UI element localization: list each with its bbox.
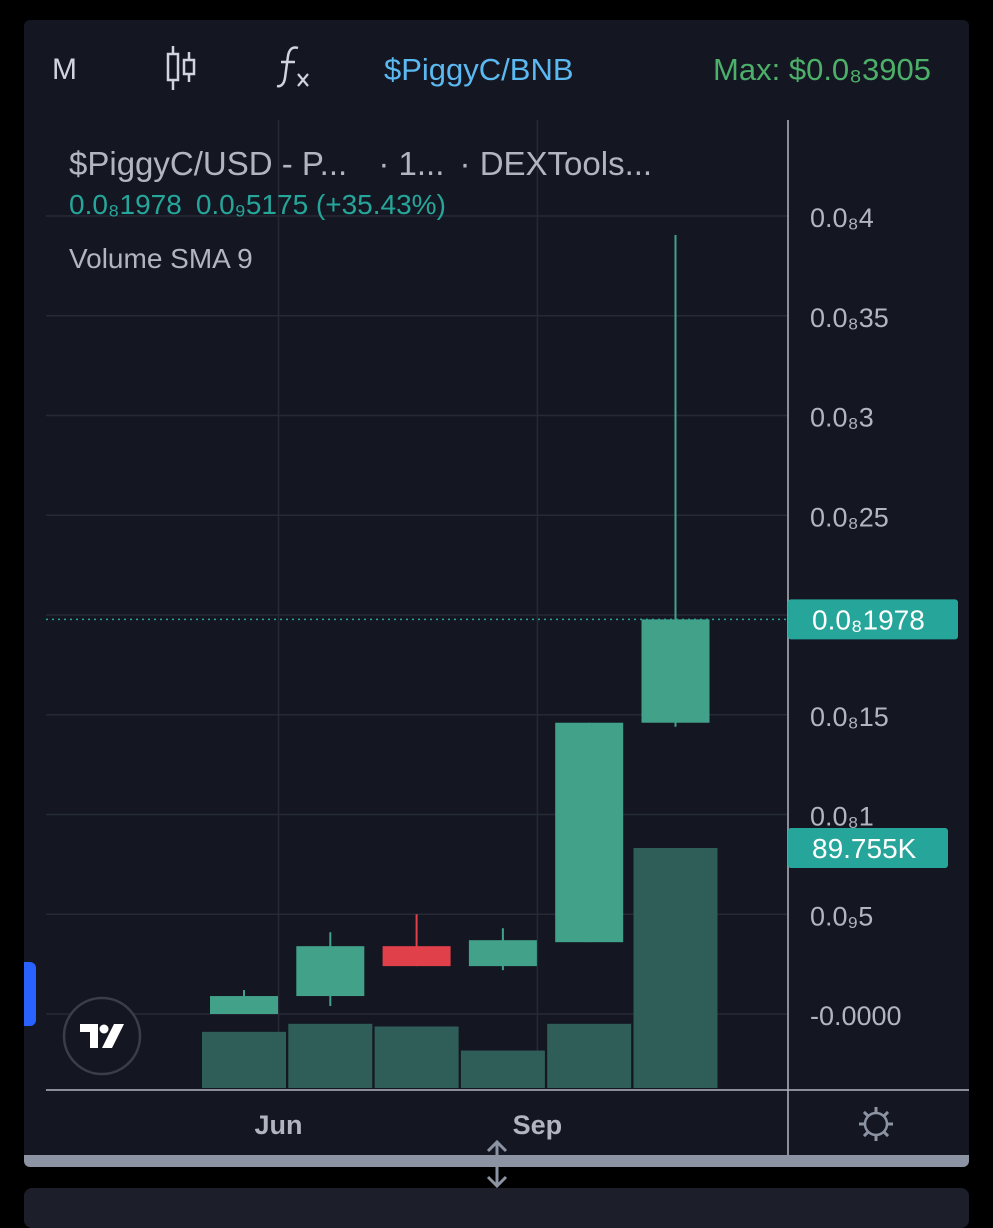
candle-body	[210, 996, 278, 1014]
y-tick-label: 0.0₈4	[810, 203, 874, 233]
legend-interval: · 1...	[378, 145, 445, 182]
candle-body	[555, 722, 624, 943]
chart-panel: M $PiggyC/BNB Max: $0.0₈3905 0.0₈4 0.0₈35…	[24, 20, 969, 1165]
last-price-tag	[788, 599, 958, 640]
legend-change: 0.0₉5175 (+35.43%)	[195, 189, 446, 220]
y-tick-label: 0.0₉5	[810, 901, 873, 931]
chart-legend: $PiggyC/USD - P... · 1... · DEXTools... …	[69, 145, 789, 275]
legend-title[interactable]: $PiggyC/USD - P... · 1... · DEXTools...	[69, 145, 789, 183]
volume-indicator-label[interactable]: Volume SMA 9	[69, 243, 253, 274]
y-tick-label: 0.0₈3	[810, 403, 874, 433]
interval-button[interactable]: M	[52, 53, 77, 86]
resize-handle-icon[interactable]	[484, 1138, 510, 1190]
volume-bar	[633, 848, 718, 1088]
volume-bar	[202, 1031, 286, 1088]
legend-values: 0.0₈1978 0.0₉5175 (+35.43%)	[69, 189, 789, 221]
pair-selector[interactable]: $PiggyC/BNB	[384, 52, 574, 87]
settings-gear-icon[interactable]	[859, 1107, 893, 1141]
last-price-label: 0.0₈1978	[812, 604, 925, 635]
volume-bar	[460, 1050, 545, 1088]
candle-body	[468, 940, 537, 967]
volume-bar	[288, 1023, 373, 1088]
volume-value-label: 89.755K	[812, 833, 917, 864]
side-panel-tab[interactable]	[24, 962, 36, 1026]
y-tick-label: 0.0₈25	[810, 502, 889, 532]
candle-body	[382, 946, 451, 967]
bottom-panel	[24, 1188, 969, 1228]
x-tick-label: Sep	[513, 1110, 563, 1140]
candlestick-icon[interactable]	[164, 44, 198, 92]
tradingview-logo-icon[interactable]	[62, 996, 142, 1076]
volume-tag	[788, 828, 948, 868]
indicators-fx-icon[interactable]	[274, 42, 314, 92]
candle-body	[641, 619, 710, 723]
chart-toolbar: M $PiggyC/BNB Max: $0.0₈3905	[24, 20, 969, 120]
y-tick-label: -0.0000	[810, 1001, 902, 1031]
y-tick-label: 0.0₈1	[810, 802, 874, 832]
symbol-title: $PiggyC/USD - P...	[69, 145, 348, 182]
volume-bar	[374, 1026, 459, 1088]
volume-bar	[547, 1023, 632, 1088]
max-price-label: Max: $0.0₈3905	[713, 52, 931, 87]
x-tick-label: Jun	[255, 1110, 303, 1140]
legend-source: · DEXTools...	[459, 145, 653, 182]
y-tick-label: 0.0₈35	[810, 303, 889, 333]
candle-body	[296, 946, 365, 997]
legend-price: 0.0₈1978	[69, 189, 182, 220]
price-chart[interactable]: 0.0₈40.0₈350.0₈30.0₈250.0₈20.0₈150.0₈10.…	[24, 20, 969, 1165]
y-tick-label: 0.0₈15	[810, 702, 889, 732]
